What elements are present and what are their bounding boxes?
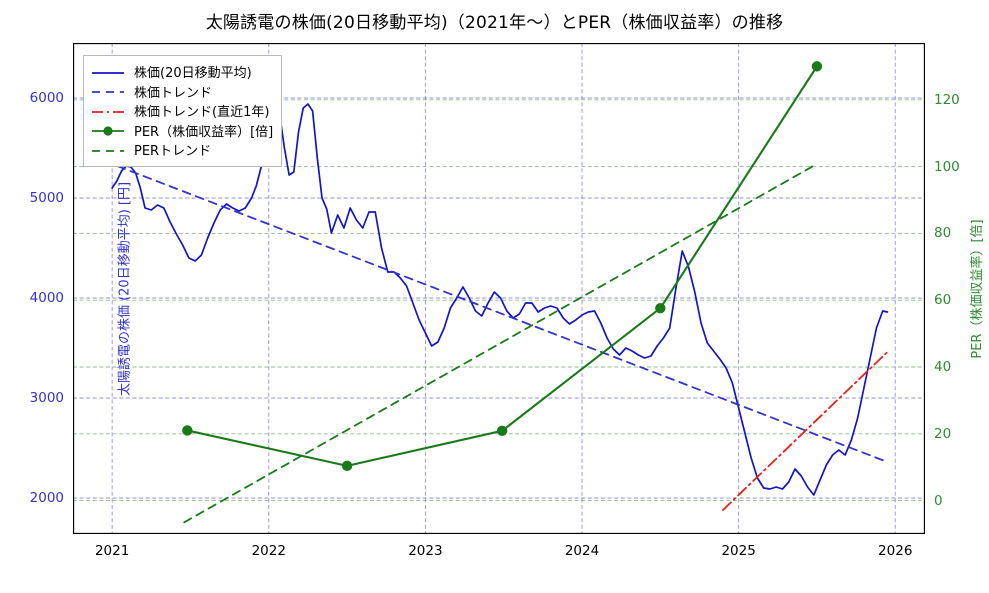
y-axis-left-tick-label: 2000 bbox=[29, 490, 64, 506]
legend-item[interactable]: PERトレンド bbox=[91, 140, 273, 160]
legend-item-label: PER（株価収益率）[倍] bbox=[134, 124, 274, 140]
x-axis-tick-label: 2023 bbox=[408, 543, 443, 559]
y-axis-right-tick-label: 0 bbox=[934, 492, 943, 509]
y-axis-left-tick-label: 4000 bbox=[29, 290, 64, 306]
y-axis-left-label: 太陽誘電の株価 (20日移動平均) [円] bbox=[117, 181, 133, 396]
y-axis-left-tick-label: 5000 bbox=[29, 190, 64, 206]
plot-area: 太陽誘電の株価 (20日移動平均) [円] PER（株価収益率）[倍] 株価(2… bbox=[30, 43, 985, 559]
legend-swatch-icon bbox=[91, 104, 125, 118]
legend-item-label: PERトレンド bbox=[134, 144, 212, 160]
legend-item-label: 株価トレンド(直近1年) bbox=[134, 105, 270, 121]
x-axis-tick-label: 2021 bbox=[94, 543, 130, 559]
legend-item[interactable]: PER（株価収益率）[倍] bbox=[91, 121, 273, 141]
y-axis-right-tick-label: 40 bbox=[934, 358, 952, 375]
legend-swatch-icon bbox=[91, 143, 125, 157]
y-axis-right-label: PER（株価収益率）[倍] bbox=[969, 218, 985, 359]
y-axis-right-tick-label: 80 bbox=[934, 225, 952, 242]
x-axis-tick-label: 2024 bbox=[564, 543, 600, 559]
legend-item[interactable]: 株価(20日移動平均) bbox=[91, 62, 273, 82]
y-axis-right-tick-label: 100 bbox=[934, 158, 960, 175]
legend-item[interactable]: 株価トレンド bbox=[91, 82, 273, 102]
legend-item[interactable]: 株価トレンド(直近1年) bbox=[91, 101, 273, 121]
legend-item-label: 株価(20日移動平均) bbox=[134, 66, 252, 82]
y-axis-left-tick-label: 6000 bbox=[29, 90, 64, 106]
legend-swatch-icon bbox=[91, 65, 125, 79]
x-axis-tick-label: 2025 bbox=[721, 543, 756, 559]
legend-item-label: 株価トレンド bbox=[134, 85, 213, 101]
x-axis-tick-label: 2022 bbox=[251, 543, 286, 559]
y-axis-left-tick-label: 3000 bbox=[29, 390, 64, 406]
legend-swatch-icon bbox=[91, 84, 125, 98]
y-axis-right-tick-label: 120 bbox=[934, 91, 960, 108]
chart-title: 太陽誘電の株価(20日移動平均)（2021年〜）とPER（株価収益率）の推移 bbox=[205, 13, 784, 33]
chart-legend: 株価(20日移動平均) 株価トレンド株価トレンド(直近1年) PER（株価収益率）[… bbox=[83, 55, 283, 167]
y-axis-right-tick-label: 60 bbox=[934, 292, 952, 309]
y-axis-right-tick-label: 20 bbox=[934, 425, 952, 442]
legend-swatch-icon bbox=[91, 123, 125, 137]
x-axis-tick-label: 2026 bbox=[878, 543, 913, 559]
